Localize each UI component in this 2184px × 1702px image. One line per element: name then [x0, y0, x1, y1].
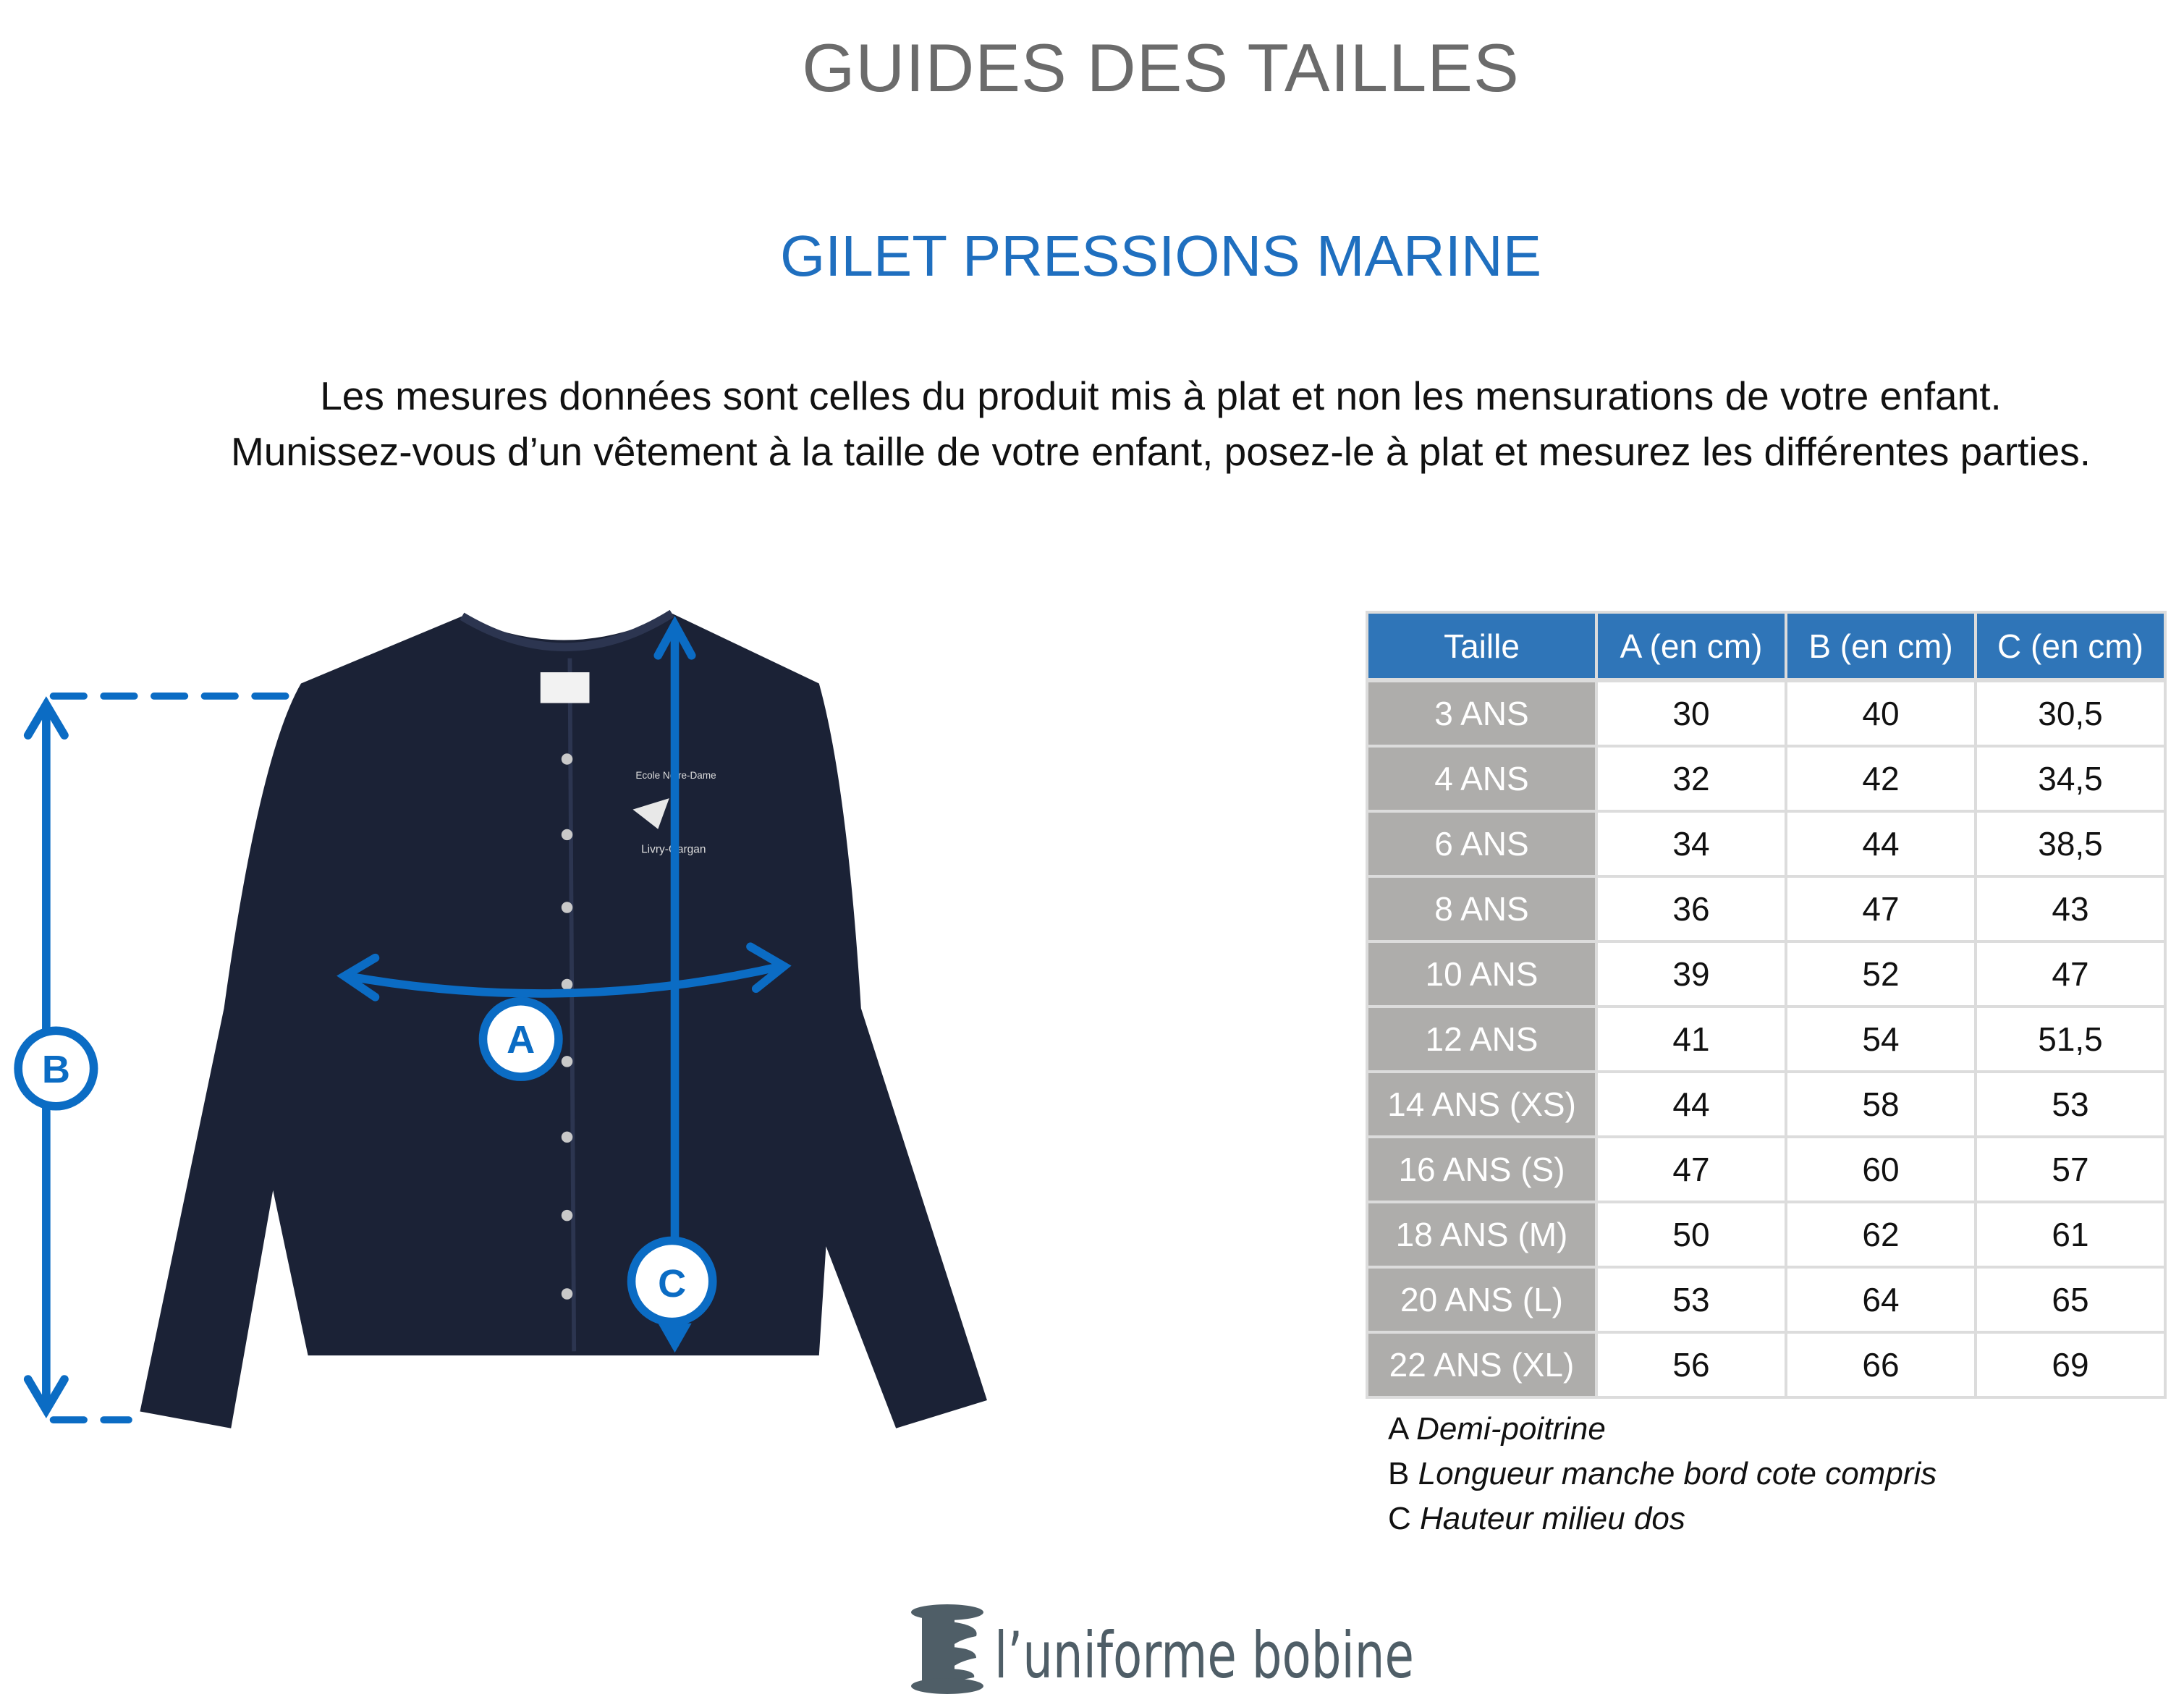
a-arrow — [342, 962, 786, 998]
cell-a: 44 — [1595, 1070, 1787, 1138]
header-c: C (en cm) — [1974, 611, 2167, 682]
cell-a: 32 — [1595, 745, 1787, 813]
cell-b: 52 — [1785, 940, 1977, 1008]
cell-a: 56 — [1595, 1331, 1787, 1399]
table-row: 22 ANS (XL) 56 66 69 — [1366, 1331, 2167, 1399]
cell-c: 57 — [1974, 1135, 2167, 1203]
cell-c: 43 — [1974, 875, 2167, 943]
cell-b: 62 — [1785, 1201, 1977, 1269]
marker-a: A — [478, 996, 563, 1081]
cell-size: 12 ANS — [1366, 1005, 1598, 1073]
cell-size: 10 ANS — [1366, 940, 1598, 1008]
cell-size: 6 ANS — [1366, 810, 1598, 878]
cell-a: 53 — [1595, 1266, 1787, 1334]
table-row: 12 ANS 41 54 51,5 — [1366, 1005, 2167, 1073]
brand-logo: l’uniforme bobine — [911, 1604, 1414, 1694]
spool-icon — [911, 1604, 983, 1694]
cell-c: 51,5 — [1974, 1005, 2167, 1073]
cell-b: 60 — [1785, 1135, 1977, 1203]
svg-text:A: A — [507, 1018, 535, 1062]
size-table: Taille A (en cm) B (en cm) C (en cm) 3 A… — [1366, 611, 2167, 1399]
legend-b: B Longueur manche bord cote compris — [1388, 1456, 1937, 1491]
cell-c: 61 — [1974, 1201, 2167, 1269]
cell-a: 39 — [1595, 940, 1787, 1008]
svg-text:B: B — [42, 1048, 70, 1091]
cell-size: 4 ANS — [1366, 745, 1598, 813]
table-row: 8 ANS 36 47 43 — [1366, 875, 2167, 943]
cell-size: 8 ANS — [1366, 875, 1598, 943]
table-row: 3 ANS 30 40 30,5 — [1366, 679, 2167, 748]
cell-c: 53 — [1974, 1070, 2167, 1138]
logo-text: l’uniforme bobine — [994, 1618, 1414, 1693]
cell-b: 40 — [1785, 679, 1977, 748]
cell-c: 34,5 — [1974, 745, 2167, 813]
marker-c: C — [627, 1236, 717, 1326]
cell-b: 44 — [1785, 810, 1977, 878]
legend-a: A Demi-poitrine — [1388, 1411, 1606, 1447]
cell-b: 58 — [1785, 1070, 1977, 1138]
cell-a: 30 — [1595, 679, 1787, 748]
cell-a: 36 — [1595, 875, 1787, 943]
cell-a: 34 — [1595, 810, 1787, 878]
cell-size: 22 ANS (XL) — [1366, 1331, 1598, 1399]
page-title: GUIDES DES TAILLES — [802, 30, 1520, 106]
table-row: 6 ANS 34 44 38,5 — [1366, 810, 2167, 878]
cell-size: 3 ANS — [1366, 679, 1598, 748]
cell-size: 18 ANS (M) — [1366, 1201, 1598, 1269]
cell-size: 20 ANS (L) — [1366, 1266, 1598, 1334]
cardigan-measurement-figure: Ecole Notre-Dame Livry-Gargan A B C — [14, 609, 987, 1428]
cell-b: 66 — [1785, 1331, 1977, 1399]
table-row: 4 ANS 32 42 34,5 — [1366, 745, 2167, 813]
cell-b: 54 — [1785, 1005, 1977, 1073]
cell-c: 47 — [1974, 940, 2167, 1008]
intro-line-1: Les mesures données sont celles du produ… — [320, 373, 2002, 418]
cell-size: 16 ANS (S) — [1366, 1135, 1598, 1203]
cell-b: 47 — [1785, 875, 1977, 943]
svg-text:C: C — [658, 1262, 686, 1305]
cardigan-image: Ecole Notre-Dame Livry-Gargan — [140, 609, 987, 1428]
table-row: 16 ANS (S) 47 60 57 — [1366, 1135, 2167, 1203]
cell-b: 64 — [1785, 1266, 1977, 1334]
cell-c: 69 — [1974, 1331, 2167, 1399]
intro-line-2: Munissez-vous d’un vêtement à la taille … — [230, 429, 2091, 474]
product-title: GILET PRESSIONS MARINE — [779, 224, 1542, 288]
cell-a: 47 — [1595, 1135, 1787, 1203]
table-row: 18 ANS (M) 50 62 61 — [1366, 1201, 2167, 1269]
cell-size: 14 ANS (XS) — [1366, 1070, 1598, 1138]
cell-c: 65 — [1974, 1266, 2167, 1334]
table-header-row: Taille A (en cm) B (en cm) C (en cm) — [1366, 611, 2167, 682]
legend-c: C Hauteur milieu dos — [1388, 1501, 1685, 1536]
header-size: Taille — [1366, 611, 1598, 682]
cell-a: 50 — [1595, 1201, 1787, 1269]
marker-b: B — [14, 1026, 98, 1111]
cell-a: 41 — [1595, 1005, 1787, 1073]
table-row: 10 ANS 39 52 47 — [1366, 940, 2167, 1008]
header-a: A (en cm) — [1595, 611, 1787, 682]
header-b: B (en cm) — [1785, 611, 1977, 682]
table-row: 20 ANS (L) 53 64 65 — [1366, 1266, 2167, 1334]
cell-c: 38,5 — [1974, 810, 2167, 878]
table-row: 14 ANS (XS) 44 58 53 — [1366, 1070, 2167, 1138]
cell-b: 42 — [1785, 745, 1977, 813]
cell-c: 30,5 — [1974, 679, 2167, 748]
